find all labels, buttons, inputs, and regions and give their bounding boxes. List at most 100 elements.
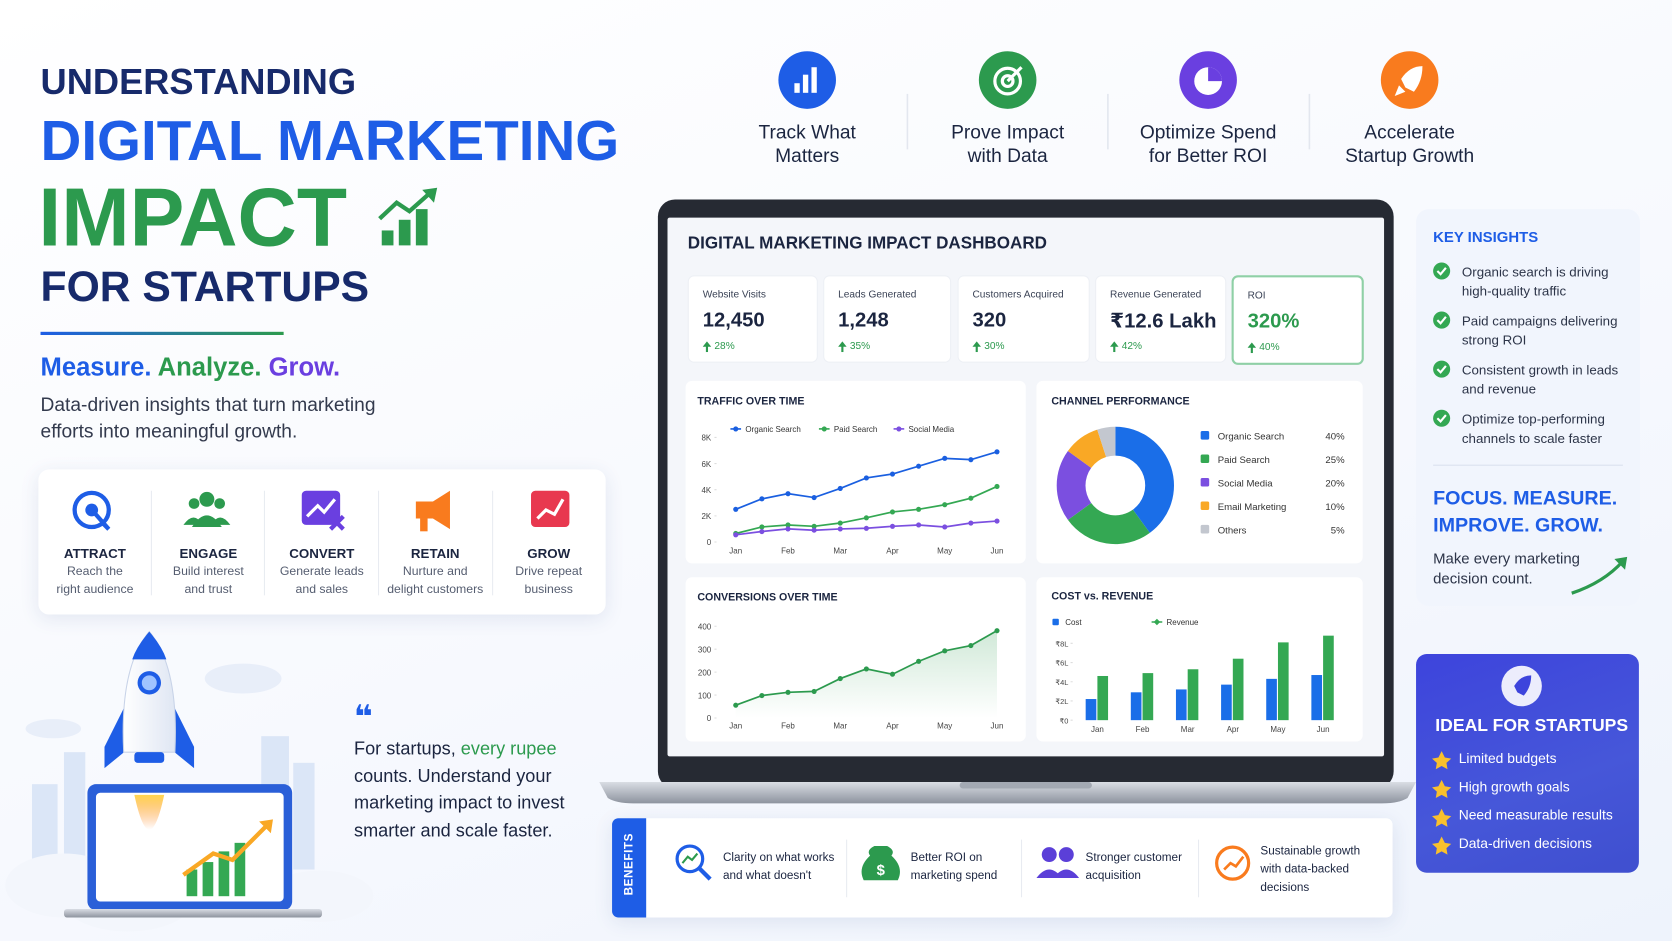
kpi-value: 320% xyxy=(1247,310,1300,333)
kpi-label: Leads Generated xyxy=(838,289,917,301)
dollar-icon: $ xyxy=(877,862,886,879)
legend-dot xyxy=(821,426,827,432)
x-tick-label: Jun xyxy=(1317,725,1330,734)
bar xyxy=(1323,635,1334,721)
y-tick-label: 200 xyxy=(698,668,712,677)
kicker: UNDERSTANDING xyxy=(40,61,357,103)
rocket xyxy=(104,630,195,830)
y-tick-label: ₹2L xyxy=(1055,697,1068,706)
x-tick-label: Apr xyxy=(1227,725,1240,734)
funnel-text: and sales xyxy=(295,583,349,597)
ideal-title: IDEAL FOR STARTUPS xyxy=(1435,715,1629,736)
pillar-label: Matters xyxy=(775,145,840,167)
kpi-value: ₹12.6 Lakh xyxy=(1110,310,1217,333)
traffic-chart: TRAFFIC OVER TIME 0 2K 4K 6K 8K Jan Feb Mar Apr Ma… xyxy=(697,395,1004,556)
legend-dot xyxy=(733,426,739,432)
insight-item: Optimize top-performing channels to scal… xyxy=(1461,411,1605,446)
kpi-card: Revenue Generated ₹12.6 Lakh 42% xyxy=(1095,275,1227,363)
x-tick-label: Mar xyxy=(1181,725,1195,734)
divider xyxy=(40,331,284,336)
benefit-item: Clarity on what works and what doesn't xyxy=(722,851,835,883)
up-arrow xyxy=(1247,342,1257,354)
legend-label: Email Marketing xyxy=(1218,502,1287,513)
kpi-label: Revenue Generated xyxy=(1110,289,1202,301)
y-tick-label: 8K xyxy=(701,434,711,443)
benefits-tab xyxy=(612,818,647,918)
value-label: 20% xyxy=(1325,479,1345,490)
pillar-label: with Data xyxy=(967,145,1048,167)
cost-revenue-chart: COST vs. REVENUE ₹0 ₹2L ₹4L ₹6L ₹8L Jan Feb Mar A… xyxy=(1051,591,1334,734)
legend-label: Paid Search xyxy=(834,425,877,434)
kpi-label: Customers Acquired xyxy=(972,289,1064,301)
subtitle: FOR STARTUPS xyxy=(40,263,370,311)
quote-highlight: every rupee xyxy=(460,738,557,759)
legend-swatch xyxy=(1200,524,1210,534)
funnel-text: delight customers xyxy=(387,583,484,597)
bar xyxy=(1311,675,1323,721)
funnel-text: Reach the xyxy=(66,565,123,579)
legend-label: Revenue xyxy=(1167,618,1200,627)
tagline-word: Analyze. xyxy=(157,353,262,382)
bar xyxy=(1232,658,1244,721)
funnel-step: GROW Drive repeat business xyxy=(492,469,605,614)
y-tick-label: 100 xyxy=(698,691,712,700)
chart-title: CHANNEL PERFORMANCE xyxy=(1051,395,1189,407)
quote-mark: ❝ xyxy=(354,699,373,735)
pillar-label: Accelerate xyxy=(1364,121,1455,143)
y-tick-label: ₹0 xyxy=(1060,716,1069,725)
legend-label: Paid Search xyxy=(1218,455,1270,466)
legend-dot xyxy=(896,426,902,432)
donut-slice xyxy=(1097,426,1116,458)
y-tick-label: 4K xyxy=(701,486,711,495)
pillar-label: Startup Growth xyxy=(1345,145,1475,167)
funnel-step: CONVERT Generate leads and sales xyxy=(265,469,378,614)
funnel-title: GROW xyxy=(527,546,571,562)
kpi-change: 42% xyxy=(1121,340,1143,353)
donut-slice xyxy=(1056,450,1092,520)
bar xyxy=(1187,669,1199,721)
kpi-card: Website Visits 12,450 28% xyxy=(687,275,818,363)
x-tick-label: Jan xyxy=(729,722,742,731)
legend-label: Others xyxy=(1218,525,1247,536)
description: Data-driven insights that turn marketing… xyxy=(40,393,376,442)
line xyxy=(733,518,1000,538)
legend-swatch xyxy=(1200,477,1210,487)
funnel-text: Generate leads xyxy=(279,565,364,579)
y-tick-label: ₹6L xyxy=(1055,659,1068,668)
ideal-item: Need measurable results xyxy=(1458,806,1613,823)
y-tick-label: 300 xyxy=(698,645,712,654)
bar xyxy=(1266,678,1277,721)
insight-item: Paid campaigns delivering strong ROI xyxy=(1461,313,1618,348)
kpi-card: Leads Generated 1,248 35% xyxy=(823,275,952,363)
value-label: 10% xyxy=(1325,502,1345,513)
x-tick-label: Apr xyxy=(886,547,899,556)
x-tick-label: Jun xyxy=(991,547,1004,556)
benefit-item: Stronger customer acquisition xyxy=(1085,851,1182,883)
focus-text: Make every marketing decision count. xyxy=(1433,549,1580,587)
bar xyxy=(1221,684,1232,721)
x-tick-label: Jun xyxy=(991,722,1004,731)
x-tick-label: Feb xyxy=(781,722,795,731)
pillar-icons xyxy=(778,51,1439,150)
legend-label: Organic Search xyxy=(1218,432,1285,443)
legend-swatch xyxy=(1052,618,1059,626)
funnel-text: Drive repeat xyxy=(515,565,583,579)
funnel-icons xyxy=(72,490,570,596)
donut-slice xyxy=(1067,429,1107,468)
x-tick-label: Apr xyxy=(886,722,899,731)
mini-laptop xyxy=(63,784,323,918)
value-label: 40% xyxy=(1325,432,1345,443)
x-tick-label: May xyxy=(937,722,952,731)
kpi-label: ROI xyxy=(1247,290,1266,302)
tagline-word: Measure. xyxy=(40,353,152,382)
panel: CONVERSIONS OVER TIME 0 100 200 300 400 Jan Feb… xyxy=(685,577,1026,742)
pillar-label: Track What xyxy=(758,121,856,143)
growth-icon xyxy=(378,187,438,246)
y-tick-label: ₹8L xyxy=(1055,640,1068,649)
funnel-text: business xyxy=(524,583,573,597)
value-label: 5% xyxy=(1331,525,1345,536)
insight-item: Consistent growth in leads and revenue xyxy=(1461,362,1619,397)
kpi-change: 35% xyxy=(849,340,871,353)
chart-title: COST vs. REVENUE xyxy=(1051,591,1153,603)
